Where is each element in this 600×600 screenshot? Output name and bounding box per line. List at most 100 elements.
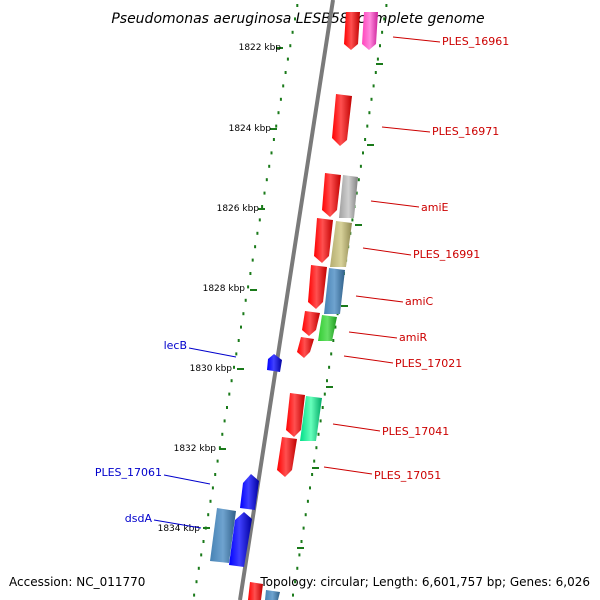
track-dot <box>302 526 305 530</box>
track-dot <box>351 218 354 222</box>
track-dot <box>279 97 282 101</box>
track-dot <box>300 540 303 543</box>
track-dot <box>289 44 292 48</box>
gene-label[interactable]: amiE <box>421 201 449 214</box>
track-dot <box>265 178 268 182</box>
gene-label[interactable]: PLES_16971 <box>432 125 499 138</box>
gene-label[interactable]: PLES_17061 <box>95 466 162 479</box>
track-dot <box>321 406 324 409</box>
track-dot <box>374 71 377 74</box>
gene-label[interactable]: PLES_17021 <box>395 357 462 370</box>
gene-arrow[interactable] <box>248 582 263 600</box>
gene-label[interactable]: amiR <box>399 331 428 344</box>
gene-arrow[interactable] <box>265 590 280 600</box>
gene-label[interactable]: PLES_17041 <box>382 425 449 438</box>
track-dot <box>294 580 297 584</box>
track-dot <box>364 138 367 141</box>
kbp-label: 1830 kbp <box>190 364 233 374</box>
gene-arrow[interactable] <box>362 12 378 50</box>
track-dot <box>261 205 264 208</box>
track-dot <box>216 459 219 463</box>
track-dot <box>240 325 242 329</box>
gene-arrow[interactable] <box>330 221 352 267</box>
kbp-label: 1824 kbp <box>229 124 272 134</box>
track-dot <box>251 258 254 262</box>
track-dot <box>230 379 233 383</box>
gene-arrow[interactable] <box>300 396 322 441</box>
gene-label[interactable]: lecB <box>164 339 187 352</box>
track-dot <box>328 365 331 369</box>
track-dot <box>221 432 224 436</box>
gene-arrow-ples17061[interactable] <box>240 474 259 510</box>
gene-arrow[interactable] <box>344 12 360 50</box>
inner-ticks <box>297 63 383 549</box>
track-dot <box>286 57 289 61</box>
track-dot <box>317 432 320 436</box>
track-dot <box>357 178 360 182</box>
gene-label[interactable]: PLES_16961 <box>442 35 509 48</box>
gene-arrow[interactable] <box>308 265 327 309</box>
gene-arrow[interactable] <box>302 311 320 336</box>
track-dot <box>233 365 235 369</box>
track-dot <box>228 392 231 396</box>
gene-arrow[interactable] <box>339 175 358 218</box>
gene-arrow[interactable] <box>297 337 314 358</box>
track-dot <box>319 419 322 423</box>
track-dot <box>292 593 294 597</box>
track-dot <box>355 191 358 195</box>
track-dot <box>242 312 245 316</box>
track-dot <box>294 17 296 21</box>
track-dot <box>258 218 261 222</box>
track-dot <box>376 57 379 61</box>
gene-arrow[interactable] <box>332 94 352 146</box>
track-dot <box>254 245 257 249</box>
track-dot <box>263 191 266 195</box>
gene-label[interactable]: dsdA <box>125 512 153 525</box>
gene-arrow[interactable] <box>324 268 345 314</box>
gene-label[interactable]: PLES_16991 <box>413 248 480 261</box>
gene-label[interactable]: PLES_17051 <box>374 469 441 482</box>
track-dot <box>296 566 299 570</box>
track-dot <box>218 446 221 450</box>
track-dot <box>223 419 226 423</box>
track-dot <box>291 30 294 34</box>
gene-arrow[interactable] <box>322 173 341 217</box>
track-dot <box>372 84 375 88</box>
track-dot <box>249 272 252 275</box>
gene-label[interactable]: amiC <box>405 295 434 308</box>
track-dot <box>211 486 214 490</box>
track-dot <box>334 325 337 329</box>
gene-arrow[interactable] <box>277 437 297 477</box>
gene-arrow[interactable] <box>286 393 305 437</box>
track-dot <box>235 352 238 356</box>
track-dot <box>244 298 247 302</box>
gene-arrow-dsdA[interactable] <box>210 508 236 563</box>
track-dot <box>362 151 364 155</box>
track-dot <box>209 499 212 503</box>
gene-arrow-lecB[interactable] <box>267 354 282 372</box>
track-dot <box>370 97 373 101</box>
track-dot <box>359 164 362 168</box>
track-dot <box>311 473 314 476</box>
track-dot <box>272 138 275 141</box>
gene-arrow[interactable] <box>314 218 333 263</box>
gene-arrows <box>248 12 378 600</box>
accession-text: Accession: NC_011770 <box>9 575 145 589</box>
kbp-label: 1832 kbp <box>174 444 217 454</box>
track-dot <box>315 446 318 450</box>
track-dot <box>247 285 250 289</box>
right-gene-labels: PLES_16961 PLES_16971 amiE PLES_16991 am… <box>323 35 509 482</box>
gene-arrow[interactable] <box>229 512 252 567</box>
dotted-tracks <box>193 4 388 597</box>
track-dot <box>304 513 307 517</box>
gene-arrow[interactable] <box>318 315 337 341</box>
track-dot <box>323 392 326 396</box>
track-dot <box>381 30 384 34</box>
kbp-label: 1834 kbp <box>158 524 201 534</box>
kbp-label: 1822 kbp <box>239 43 282 53</box>
kbp-scale: 1822 kbp 1824 kbp 1826 kbp 1828 kbp 1830… <box>158 43 283 534</box>
track-dot <box>193 593 196 597</box>
track-dot <box>332 339 335 342</box>
track-dot <box>282 84 285 88</box>
